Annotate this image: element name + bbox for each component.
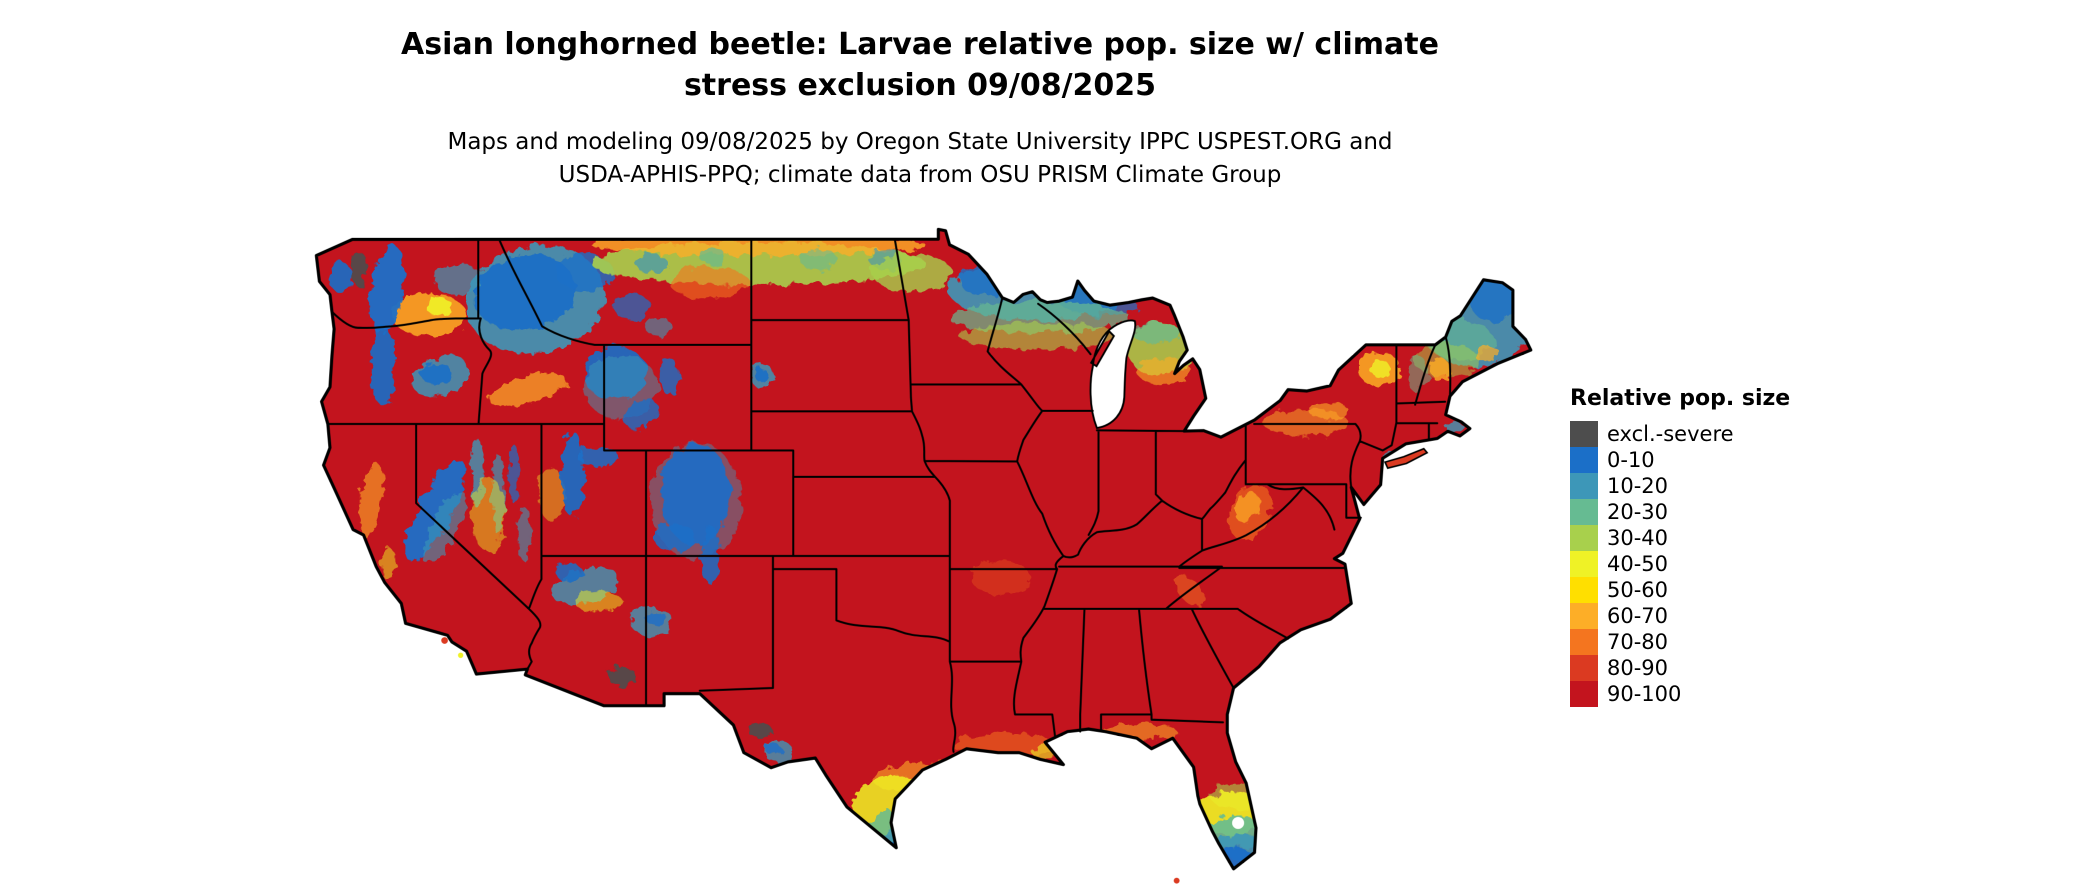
legend-label: 30-40 [1607, 526, 1669, 550]
legend-item: 10-20 [1570, 473, 1900, 499]
legend-item: 80-90 [1570, 655, 1900, 681]
legend-item: 0-10 [1570, 447, 1900, 473]
page-subtitle: Maps and modeling 09/08/2025 by Oregon S… [300, 126, 1540, 192]
legend-item: 20-30 [1570, 499, 1900, 525]
long-island [1383, 447, 1429, 470]
state-borders [326, 238, 1452, 753]
legend-item: 50-60 [1570, 577, 1900, 603]
us-map [311, 226, 1540, 886]
legend-swatch [1570, 499, 1598, 525]
page-title: Asian longhorned beetle: Larvae relative… [300, 24, 1540, 106]
legend: Relative pop. size excl.-severe 0-10 10-20… [1570, 386, 1900, 707]
subtitle-line-1: Maps and modeling 09/08/2025 by Oregon S… [447, 129, 1393, 155]
legend-label: 70-80 [1607, 630, 1669, 654]
legend-item: 40-50 [1570, 551, 1900, 577]
legend-swatch [1570, 551, 1598, 577]
legend-item: excl.-severe [1570, 421, 1900, 447]
lake-michigan [1089, 319, 1137, 430]
figure-header: Asian longhorned beetle: Larvae relative… [300, 24, 1540, 192]
legend-swatch [1570, 655, 1598, 681]
legend-label: 20-30 [1607, 500, 1669, 524]
lake-okeechobee [1232, 816, 1245, 829]
legend-label: 50-60 [1607, 578, 1669, 602]
legend-label: 90-100 [1607, 682, 1682, 706]
legend-items: excl.-severe 0-10 10-20 20-30 30-40 40-50 50-6… [1570, 421, 1900, 707]
title-line-1: Asian longhorned beetle: Larvae relative… [401, 27, 1439, 62]
subtitle-line-2: USDA-APHIS-PPQ; climate data from OSU PR… [558, 162, 1282, 188]
offshore-speck-1 [441, 637, 448, 644]
legend-item: 90-100 [1570, 681, 1900, 707]
raster-regions [328, 234, 1531, 869]
legend-swatch [1570, 629, 1598, 655]
title-line-2: stress exclusion 09/08/2025 [683, 68, 1157, 103]
legend-item: 30-40 [1570, 525, 1900, 551]
legend-swatch [1570, 681, 1598, 707]
legend-swatch [1570, 473, 1598, 499]
legend-swatch [1570, 603, 1598, 629]
legend-label: 60-70 [1607, 604, 1669, 628]
offshore-speck-3 [1173, 877, 1180, 884]
legend-label: 10-20 [1607, 474, 1669, 498]
legend-label: 0-10 [1607, 448, 1655, 472]
legend-label: excl.-severe [1607, 422, 1734, 446]
legend-label: 80-90 [1607, 656, 1669, 680]
offshore-speck-2 [457, 652, 464, 658]
legend-label: 40-50 [1607, 552, 1669, 576]
us-map-canvas [314, 227, 1533, 884]
legend-swatch [1570, 577, 1598, 603]
legend-swatch [1570, 525, 1598, 551]
legend-title: Relative pop. size [1570, 386, 1791, 411]
legend-item: 60-70 [1570, 603, 1900, 629]
legend-swatch [1570, 421, 1598, 447]
legend-swatch [1570, 447, 1598, 473]
legend-item: 70-80 [1570, 629, 1900, 655]
